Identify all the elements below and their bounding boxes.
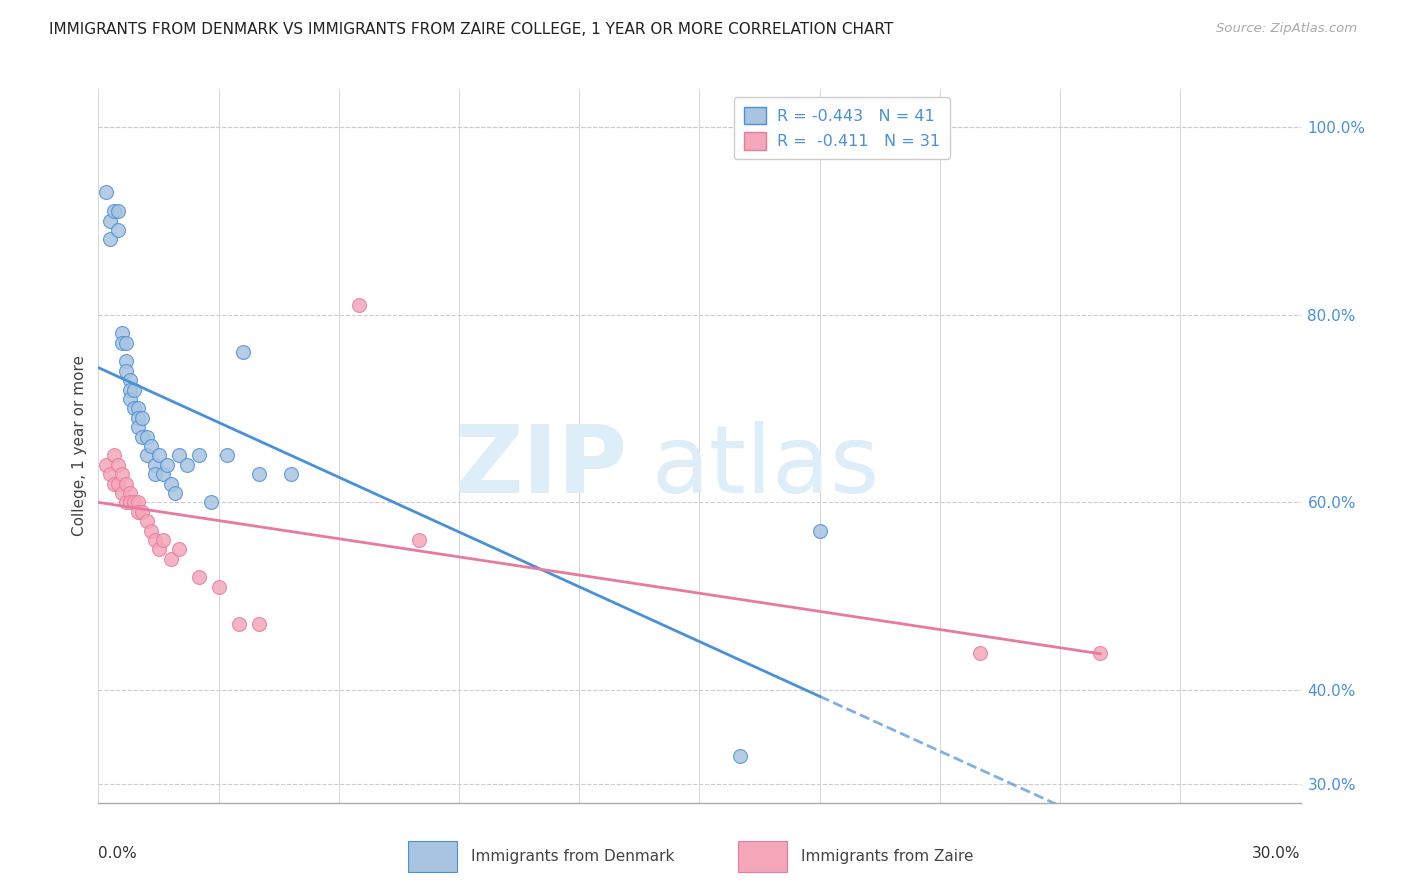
Point xyxy=(120,392,142,406)
Point xyxy=(107,476,129,491)
Point xyxy=(120,495,142,509)
Point xyxy=(131,429,153,443)
Text: Immigrants from Denmark: Immigrants from Denmark xyxy=(471,849,675,863)
Point xyxy=(139,524,162,538)
Point xyxy=(1088,646,1111,660)
Point xyxy=(200,495,222,509)
Point xyxy=(128,410,150,425)
Point xyxy=(135,514,157,528)
Text: IMMIGRANTS FROM DENMARK VS IMMIGRANTS FROM ZAIRE COLLEGE, 1 YEAR OR MORE CORRELA: IMMIGRANTS FROM DENMARK VS IMMIGRANTS FR… xyxy=(49,22,893,37)
Point xyxy=(143,458,166,472)
Point xyxy=(111,335,134,350)
Point xyxy=(103,449,125,463)
Point xyxy=(128,505,150,519)
Point xyxy=(139,439,162,453)
Text: Source: ZipAtlas.com: Source: ZipAtlas.com xyxy=(1216,22,1357,36)
Point xyxy=(124,401,146,416)
Point xyxy=(143,533,166,547)
Point xyxy=(100,232,122,246)
Y-axis label: College, 1 year or more: College, 1 year or more xyxy=(72,356,87,536)
Text: atlas: atlas xyxy=(651,421,880,514)
Point xyxy=(176,458,198,472)
Point xyxy=(152,467,174,482)
Point xyxy=(143,467,166,482)
Point xyxy=(111,486,134,500)
FancyBboxPatch shape xyxy=(738,840,787,872)
Point xyxy=(131,505,153,519)
Text: 0.0%: 0.0% xyxy=(98,846,138,861)
Point xyxy=(148,449,170,463)
Text: 30.0%: 30.0% xyxy=(1253,846,1301,861)
Point xyxy=(163,486,186,500)
Point xyxy=(128,401,150,416)
Point xyxy=(228,617,250,632)
Text: Immigrants from Zaire: Immigrants from Zaire xyxy=(801,849,974,863)
Point xyxy=(124,495,146,509)
Point xyxy=(969,646,991,660)
Point xyxy=(808,524,831,538)
Text: ZIP: ZIP xyxy=(454,421,627,514)
Point xyxy=(115,476,138,491)
Point xyxy=(159,476,181,491)
Point xyxy=(152,533,174,547)
Point xyxy=(96,186,118,200)
Point xyxy=(115,354,138,368)
Point xyxy=(148,542,170,557)
Point xyxy=(215,449,238,463)
Point xyxy=(347,298,370,312)
Point xyxy=(128,495,150,509)
Point xyxy=(115,364,138,378)
Point xyxy=(100,213,122,227)
Point xyxy=(120,383,142,397)
Point xyxy=(167,449,190,463)
Point xyxy=(107,458,129,472)
Point xyxy=(96,458,118,472)
Point xyxy=(135,429,157,443)
FancyBboxPatch shape xyxy=(408,840,457,872)
Point xyxy=(167,542,190,557)
Point xyxy=(187,570,209,584)
Point xyxy=(155,458,177,472)
Point xyxy=(247,467,270,482)
Point xyxy=(115,495,138,509)
Point xyxy=(728,748,751,763)
Point xyxy=(247,617,270,632)
Point xyxy=(107,223,129,237)
Point xyxy=(107,204,129,219)
Point xyxy=(100,467,122,482)
Point xyxy=(103,476,125,491)
Point xyxy=(124,383,146,397)
Point xyxy=(232,345,254,359)
Point xyxy=(111,467,134,482)
Point xyxy=(131,410,153,425)
Point xyxy=(115,335,138,350)
Point xyxy=(128,420,150,434)
Point xyxy=(103,204,125,219)
Point xyxy=(159,551,181,566)
Point xyxy=(208,580,231,594)
Point xyxy=(120,486,142,500)
Point xyxy=(135,449,157,463)
Point xyxy=(111,326,134,341)
Point xyxy=(187,449,209,463)
Point xyxy=(280,467,302,482)
Point xyxy=(120,373,142,387)
Legend: R = -0.443   N = 41, R =  -0.411   N = 31: R = -0.443 N = 41, R = -0.411 N = 31 xyxy=(734,97,950,159)
Point xyxy=(408,533,430,547)
